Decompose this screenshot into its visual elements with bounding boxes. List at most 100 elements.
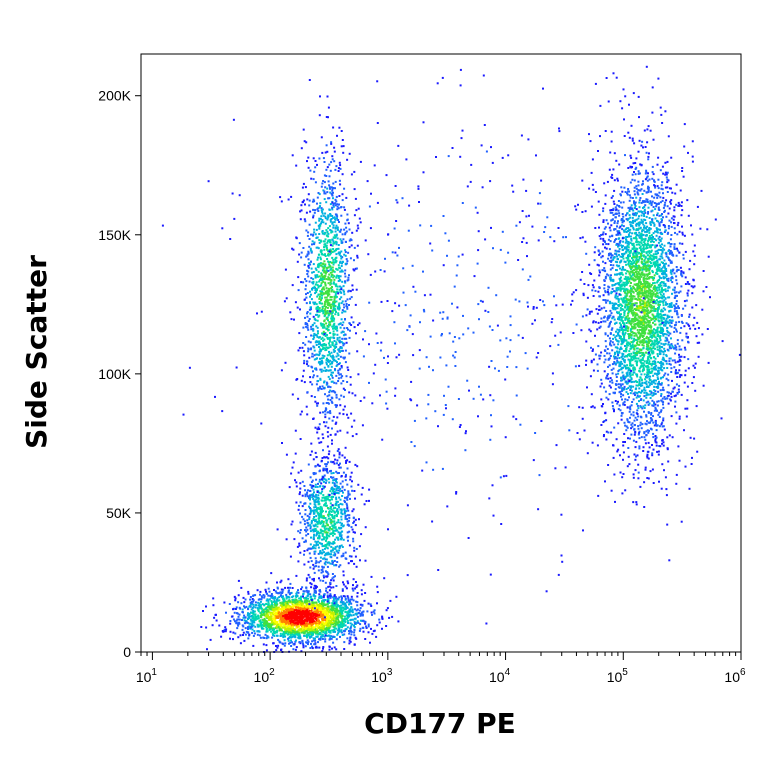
data-point — [306, 605, 309, 608]
data-point — [258, 598, 261, 601]
data-point — [340, 518, 343, 521]
data-point — [360, 533, 363, 536]
data-point — [291, 613, 294, 615]
data-point — [252, 634, 255, 637]
data-point — [338, 266, 341, 269]
data-point — [322, 221, 325, 224]
data-point — [316, 531, 319, 534]
data-point — [313, 211, 316, 214]
data-point — [344, 262, 347, 265]
data-point — [306, 363, 308, 366]
data-point — [320, 274, 323, 277]
data-point — [347, 616, 350, 619]
data-point — [329, 502, 332, 505]
data-point — [318, 646, 321, 649]
data-point — [252, 600, 254, 603]
data-point — [293, 619, 296, 622]
data-point — [314, 627, 317, 630]
data-point — [270, 615, 273, 618]
data-point — [320, 222, 322, 225]
data-point — [312, 338, 315, 340]
data-point — [340, 340, 343, 343]
data-point — [306, 269, 309, 272]
data-point — [327, 605, 330, 608]
data-point — [360, 613, 363, 616]
data-point — [337, 167, 340, 170]
data-point — [345, 601, 348, 604]
data-point — [351, 611, 354, 614]
data-point — [282, 620, 285, 623]
data-point — [262, 594, 265, 596]
data-point — [291, 629, 294, 632]
data-point — [332, 348, 335, 351]
data-point — [340, 346, 343, 349]
data-point — [326, 382, 329, 385]
data-point — [333, 278, 336, 281]
data-point — [332, 319, 335, 322]
data-point — [322, 579, 325, 582]
data-point — [330, 275, 333, 278]
data-point — [343, 641, 346, 644]
data-point — [319, 258, 322, 261]
data-point — [329, 253, 331, 256]
data-point — [343, 306, 346, 309]
data-point — [335, 165, 338, 168]
data-point — [313, 509, 316, 512]
data-point — [338, 626, 341, 629]
data-point — [321, 269, 324, 272]
data-point — [315, 340, 318, 343]
data-point — [339, 487, 342, 490]
data-point — [330, 469, 332, 472]
data-point — [283, 644, 286, 647]
data-point — [330, 296, 333, 298]
data-point — [317, 540, 320, 543]
data-point — [305, 609, 308, 611]
data-point — [329, 389, 332, 392]
data-point — [324, 263, 327, 266]
data-point — [303, 634, 306, 637]
data-point — [297, 605, 299, 608]
data-point — [313, 200, 316, 203]
data-point — [312, 511, 315, 513]
data-point — [347, 278, 350, 281]
data-point — [329, 637, 332, 640]
data-point — [310, 628, 313, 631]
data-point — [316, 274, 319, 277]
data-point — [321, 624, 324, 627]
data-point — [327, 551, 330, 554]
data-point — [285, 617, 288, 620]
data-point — [295, 646, 298, 649]
data-point — [317, 310, 320, 313]
data-point — [291, 611, 294, 614]
data-point — [315, 334, 318, 337]
data-point — [328, 186, 331, 189]
data-point — [312, 418, 315, 420]
data-point — [314, 626, 317, 628]
data-point — [344, 231, 347, 234]
data-point — [343, 253, 346, 256]
data-point — [334, 506, 337, 509]
data-point — [351, 609, 354, 612]
data-point — [277, 606, 280, 609]
data-point — [327, 314, 330, 317]
data-point — [365, 500, 368, 502]
data-point — [336, 134, 338, 137]
data-point — [648, 255, 651, 258]
data-point — [305, 296, 308, 299]
data-point — [356, 224, 359, 227]
data-point — [288, 609, 291, 612]
data-point — [290, 628, 293, 631]
data-point — [314, 465, 317, 468]
data-point — [329, 345, 332, 348]
data-point — [304, 186, 307, 189]
data-point — [331, 286, 333, 288]
data-point — [341, 485, 344, 488]
data-point — [360, 612, 363, 614]
data-point — [297, 276, 300, 279]
data-point — [327, 553, 330, 556]
data-point — [305, 336, 308, 338]
data-point — [312, 563, 315, 566]
data-point — [314, 209, 316, 212]
data-point — [310, 597, 313, 600]
data-point — [327, 319, 329, 322]
